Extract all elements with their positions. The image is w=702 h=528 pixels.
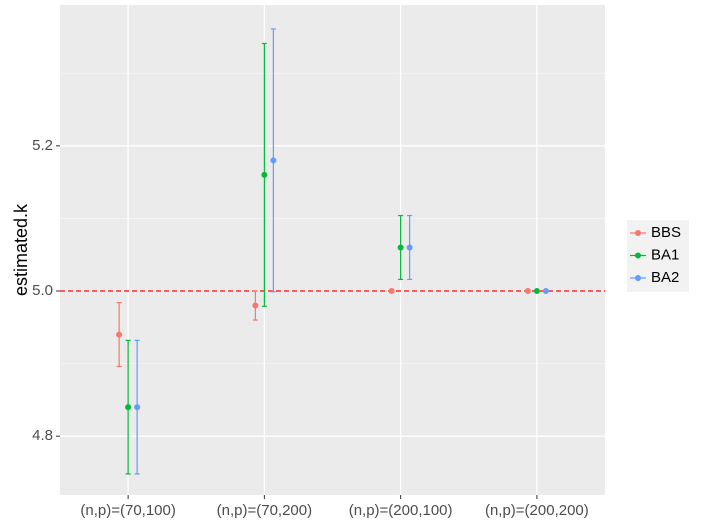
point <box>125 404 132 411</box>
point <box>261 171 268 178</box>
point <box>252 302 259 309</box>
legend-key-point <box>635 230 641 236</box>
y-tick-label: 5.2 <box>32 137 53 154</box>
legend-key-point <box>635 275 641 281</box>
x-tick-label: (n,p)=(70,200) <box>217 502 312 519</box>
x-tick-label: (n,p)=(200,200) <box>485 502 589 519</box>
point <box>524 288 531 295</box>
panel <box>60 5 605 495</box>
point <box>270 157 277 164</box>
x-tick-label: (n,p)=(70,100) <box>80 502 175 519</box>
point <box>397 244 404 251</box>
y-axis-label: estimated.k <box>11 203 31 296</box>
y-tick-label: 5.0 <box>32 282 53 299</box>
legend-key-point <box>635 252 641 259</box>
x-tick-label: (n,p)=(200,100) <box>349 502 453 519</box>
point <box>134 404 141 411</box>
legend-label: BBS <box>651 224 681 241</box>
legend-label: BA1 <box>651 246 679 263</box>
point <box>533 288 540 295</box>
point <box>406 244 413 251</box>
point <box>388 288 395 295</box>
point <box>542 288 549 295</box>
y-tick-label: 4.8 <box>32 427 53 444</box>
legend-label: BA2 <box>651 269 679 286</box>
point <box>116 331 123 338</box>
